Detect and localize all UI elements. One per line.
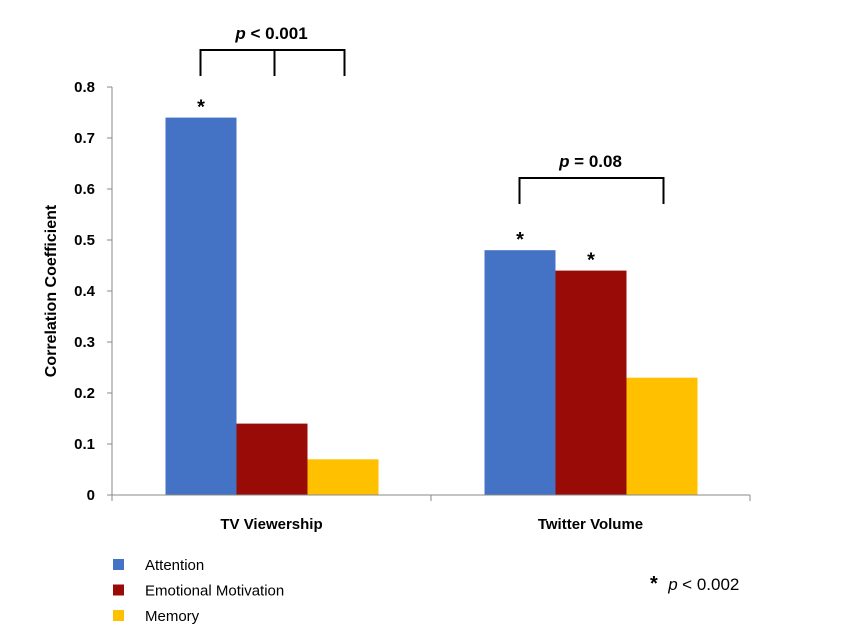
legend-item: Memory — [113, 608, 200, 625]
x-tick-label: Twitter Volume — [538, 516, 643, 533]
x-tick-label: TV Viewership — [220, 516, 322, 533]
legend-label: Memory — [145, 608, 200, 625]
y-tick-label: 0.7 — [74, 130, 95, 147]
legend-swatch — [113, 584, 124, 596]
footnote: * p < 0.002 — [650, 573, 739, 595]
legend-swatch — [113, 559, 124, 570]
legend-item: Attention — [113, 557, 204, 574]
y-tick-label: 0.5 — [74, 232, 95, 249]
y-axis-label: Correlation Coefficient — [43, 204, 60, 377]
y-tick-label: 0.6 — [74, 181, 95, 198]
comparison-label: p < 0.001 — [234, 24, 307, 43]
bar-memory — [626, 377, 698, 495]
footnote-p: p — [667, 575, 677, 594]
footnote-text: < 0.002 — [682, 575, 739, 594]
significance-star: * — [197, 97, 205, 119]
footnote-marker: * — [650, 573, 658, 595]
comparison-label: p = 0.08 — [558, 152, 622, 171]
legend-label: Attention — [145, 557, 204, 574]
p-symbol: p — [234, 24, 245, 43]
p-value: = 0.08 — [569, 152, 621, 171]
significance-star: * — [516, 229, 524, 251]
bar-memory — [307, 459, 379, 495]
bar-attention — [484, 250, 556, 495]
y-tick-label: 0.2 — [74, 385, 95, 402]
p-symbol: p — [558, 152, 569, 171]
comparison-bracket — [199, 49, 346, 76]
y-tick-label: 0.1 — [74, 436, 95, 453]
legend-swatch — [113, 610, 124, 621]
bar-emotional-motivation — [555, 270, 627, 495]
bar-emotional-motivation — [236, 423, 308, 495]
p-value: < 0.001 — [246, 24, 308, 43]
comparison-bracket — [518, 177, 665, 204]
y-tick-label: 0.8 — [74, 79, 95, 96]
y-tick-label: 0.4 — [74, 283, 96, 300]
y-tick-label: 0.3 — [74, 334, 95, 351]
y-tick-label: 0 — [87, 487, 95, 504]
legend-label: Emotional Motivation — [145, 583, 284, 600]
legend-item: Emotional Motivation — [113, 583, 284, 600]
bar-attention — [165, 117, 237, 495]
significance-star: * — [587, 250, 595, 272]
